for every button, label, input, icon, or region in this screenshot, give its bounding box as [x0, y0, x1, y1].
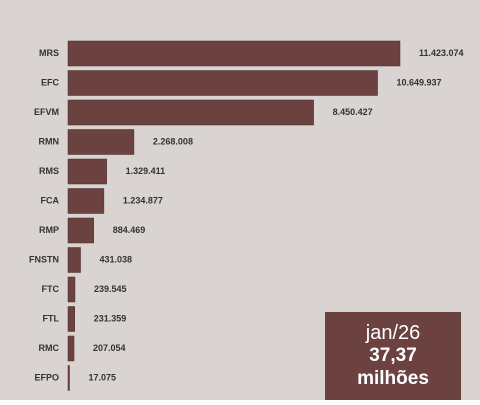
category-label-efc: EFC [41, 77, 60, 87]
bar-fca [67, 188, 105, 214]
category-label-efpo: EFPO [34, 372, 59, 382]
callout-period: jan/26 [365, 322, 421, 345]
bar-rmn [67, 129, 135, 155]
value-label-rms: 1.329.411 [126, 166, 166, 176]
category-label-fnstn: FNSTN [29, 254, 59, 264]
total-callout: jan/26 37,37 milhões [325, 312, 461, 400]
category-label-rmc: RMC [39, 343, 60, 353]
category-label-rmn: RMN [39, 136, 60, 146]
bar-rmp [67, 217, 94, 244]
bar-efvm [67, 99, 314, 126]
value-label-fca: 1.234.877 [123, 195, 163, 205]
bar-rmc [67, 335, 75, 362]
value-label-efpo: 17.075 [89, 372, 117, 382]
callout-total: 37,37 [369, 345, 417, 367]
value-label-fnstn: 431.038 [100, 254, 133, 264]
category-label-fca: FCA [41, 195, 60, 205]
value-label-mrs: 11.423.074 [419, 48, 464, 58]
category-label-efvm: EFVM [34, 107, 59, 117]
bar-efc [67, 70, 378, 96]
value-label-rmn: 2.268.008 [153, 136, 193, 146]
value-label-rmp: 884.469 [113, 225, 146, 235]
value-label-ftl: 231.359 [94, 313, 127, 323]
bar-fnstn [67, 247, 81, 273]
bar-ftc [67, 276, 76, 303]
callout-unit: milhões [357, 368, 429, 389]
value-label-rmc: 207.054 [93, 343, 126, 353]
bars-layer: MRS 11.423.074 EFC 10.649.937 EFVM 8.450.427 R… [29, 40, 464, 391]
category-label-rms: RMS [39, 166, 59, 176]
bar-rms [67, 158, 107, 185]
category-label-mrs: MRS [39, 48, 59, 58]
category-label-ftl: FTL [43, 313, 60, 323]
value-label-efc: 10.649.937 [397, 77, 442, 87]
category-label-ftc: FTC [42, 284, 60, 294]
value-label-ftc: 239.545 [94, 284, 127, 294]
bar-ftl [67, 306, 75, 332]
bar-mrs [67, 40, 401, 67]
category-label-rmp: RMP [39, 225, 59, 235]
value-label-efvm: 8.450.427 [333, 107, 373, 117]
bar-efpo [67, 365, 70, 391]
